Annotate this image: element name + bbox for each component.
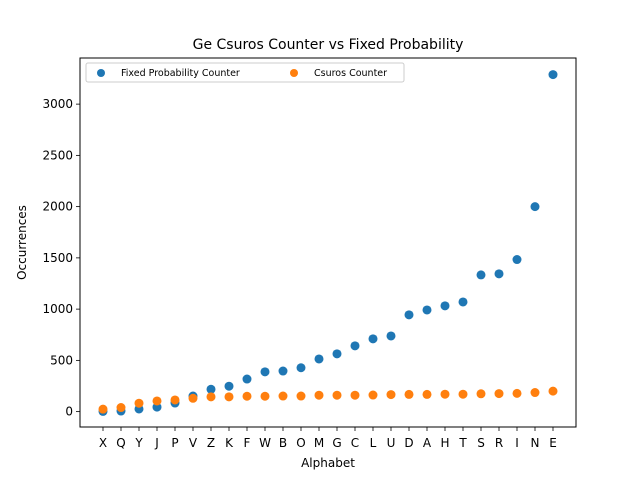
data-point — [224, 381, 234, 391]
y-tick-label: 0 — [65, 405, 73, 419]
x-tick-label: Z — [207, 436, 215, 450]
data-point — [530, 202, 540, 212]
data-point — [512, 255, 522, 265]
x-tick-label: W — [259, 436, 271, 450]
legend: Fixed Probability Counter Csuros Counter — [85, 62, 405, 83]
data-point — [296, 391, 306, 401]
x-tick-label: Y — [134, 436, 143, 450]
data-point — [296, 363, 306, 373]
y-axis: 0 500 1000 1500 2000 2500 3000 — [42, 97, 80, 419]
series-1 — [98, 386, 558, 414]
data-point — [260, 367, 270, 377]
data-point — [476, 389, 486, 399]
data-point — [386, 390, 396, 400]
legend-label-fixed-probability: Fixed Probability Counter — [121, 68, 240, 79]
x-tick-label: B — [279, 436, 287, 450]
data-point — [422, 305, 432, 315]
x-tick-label: Q — [116, 436, 125, 450]
data-point — [494, 389, 504, 399]
x-tick-label: J — [154, 436, 159, 450]
data-point — [476, 270, 486, 280]
chart-title: Ge Csuros Counter vs Fixed Probability — [193, 37, 464, 53]
x-tick-label: H — [440, 436, 449, 450]
y-tick-label: 3000 — [42, 97, 73, 111]
x-tick-label: K — [225, 436, 234, 450]
y-tick-label: 500 — [50, 353, 73, 367]
x-tick-label: O — [296, 436, 305, 450]
x-axis-label: Alphabet — [301, 456, 355, 470]
data-point — [404, 389, 414, 399]
data-point — [332, 390, 342, 400]
axes-frame — [79, 57, 577, 428]
data-point — [206, 384, 216, 394]
legend-box — [85, 62, 405, 83]
data-point — [152, 396, 162, 406]
x-tick-label: V — [189, 436, 198, 450]
y-axis-label: Occurrences — [15, 205, 29, 280]
data-points — [98, 70, 558, 416]
x-tick-label: U — [387, 436, 396, 450]
x-tick-label: M — [314, 436, 324, 450]
data-point — [422, 389, 432, 399]
x-tick-label: A — [423, 436, 432, 450]
legend-label-csuros: Csuros Counter — [314, 68, 387, 79]
data-point — [548, 386, 558, 396]
x-tick-label: D — [404, 436, 413, 450]
data-point — [458, 297, 468, 307]
data-point — [386, 331, 396, 341]
data-point — [494, 269, 504, 279]
data-point — [116, 403, 126, 413]
x-tick-label: I — [515, 436, 519, 450]
data-point — [188, 393, 198, 403]
legend-marker-fixed-probability — [97, 69, 105, 77]
data-point — [314, 354, 324, 364]
data-point — [530, 388, 540, 398]
data-point — [224, 392, 234, 402]
data-point — [152, 402, 162, 412]
y-tick-label: 1000 — [42, 302, 73, 316]
x-tick-label: S — [477, 436, 485, 450]
data-point — [134, 398, 144, 408]
data-point — [206, 392, 216, 402]
data-point — [242, 374, 252, 384]
data-point — [332, 349, 342, 359]
data-point — [368, 390, 378, 400]
data-point — [260, 391, 270, 401]
y-tick-label: 2500 — [42, 148, 73, 162]
x-tick-label: C — [351, 436, 359, 450]
x-tick-label: R — [495, 436, 503, 450]
x-tick-label: G — [332, 436, 341, 450]
data-point — [440, 301, 450, 311]
y-tick-label: 2000 — [42, 200, 73, 214]
x-tick-label: T — [458, 436, 467, 450]
data-point — [350, 341, 360, 351]
data-point — [278, 391, 288, 401]
data-point — [242, 391, 252, 401]
data-point — [314, 390, 324, 400]
legend-marker-csuros — [290, 69, 298, 77]
data-point — [512, 388, 522, 398]
data-point — [404, 310, 414, 320]
x-tick-label: F — [244, 436, 251, 450]
data-point — [350, 390, 360, 400]
data-point — [368, 334, 378, 344]
x-tick-label: N — [531, 436, 540, 450]
data-point — [98, 404, 108, 414]
data-point — [278, 366, 288, 376]
x-tick-label: E — [549, 436, 557, 450]
data-point — [458, 389, 468, 399]
x-tick-label: L — [370, 436, 377, 450]
y-tick-label: 1500 — [42, 251, 73, 265]
data-point — [440, 389, 450, 399]
x-tick-label: X — [99, 436, 107, 450]
data-point — [170, 395, 180, 405]
data-point — [548, 70, 558, 80]
x-tick-label: P — [171, 436, 178, 450]
